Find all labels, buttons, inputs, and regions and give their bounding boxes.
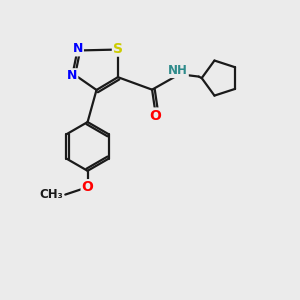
Text: CH₃: CH₃ xyxy=(39,188,63,201)
Text: S: S xyxy=(113,42,123,56)
Text: N: N xyxy=(73,42,83,56)
Text: N: N xyxy=(67,69,77,82)
Text: O: O xyxy=(150,109,162,122)
Text: NH: NH xyxy=(168,64,188,77)
Text: O: O xyxy=(82,180,94,194)
